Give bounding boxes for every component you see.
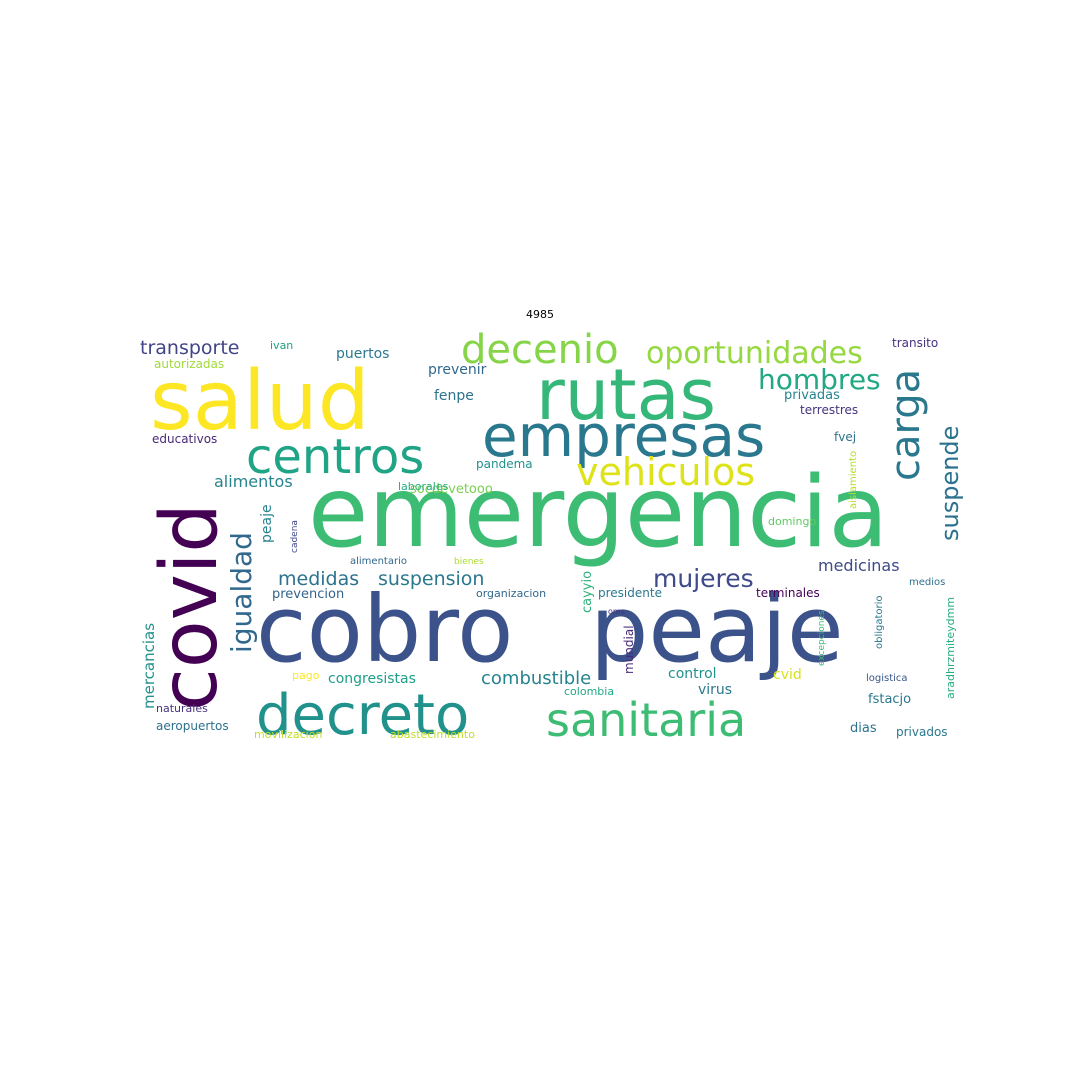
word-suspende: suspende <box>936 426 964 541</box>
word-transporte: transporte <box>140 337 239 359</box>
word-presidente: presidente <box>598 586 662 600</box>
word-cobro: cobro <box>256 576 513 683</box>
word-cvid: cvid <box>773 667 802 683</box>
word-excepciones: excepciones <box>817 610 827 666</box>
word-bienes: bienes <box>454 557 484 567</box>
word-peaje: peaje <box>259 504 275 543</box>
word-dias: dias <box>850 721 877 736</box>
word-virus: virus <box>698 682 732 698</box>
word-empresas: empresas <box>482 402 765 470</box>
word-decreto: decreto <box>256 683 469 748</box>
word-suspension: suspension <box>378 568 484 590</box>
word-privadas: privadas <box>784 388 840 403</box>
word-vehiculos: vehiculos <box>576 450 755 494</box>
word-pandema: pandema <box>476 457 533 471</box>
word-educativos: educativos <box>152 432 217 446</box>
word-medicinas: medicinas <box>818 556 900 575</box>
word-socdevetooo: socdevetooo <box>410 482 493 497</box>
word-rutas: rutas <box>536 354 716 436</box>
word-laborales: laborales <box>398 480 449 493</box>
word-oms: oms <box>608 607 625 616</box>
word-transito: transito <box>892 336 938 350</box>
word-aeropuertos: aeropuertos <box>156 719 229 733</box>
word-autorizadas: autorizadas <box>154 357 224 371</box>
word-fstacjo: fstacjo <box>868 692 911 707</box>
word-obligatorio: obligatorio <box>874 595 885 649</box>
word-ivan: ivan <box>270 339 293 352</box>
word-carga: carga <box>883 369 929 481</box>
word-aradhrzmiteydmm: aradhrzmiteydmm <box>944 597 957 699</box>
word-prevenir: prevenir <box>428 362 487 378</box>
word-congresistas: congresistas <box>328 671 416 687</box>
word-puertos: puertos <box>336 346 389 362</box>
word-movilizacion: movilizacion <box>254 728 322 741</box>
figure-title: 4985 <box>526 308 554 321</box>
word-mundial: mundial <box>622 625 636 674</box>
word-terminales: terminales <box>756 586 820 600</box>
word-fvej: fvej <box>834 430 856 444</box>
word-mujeres: mujeres <box>653 564 754 593</box>
word-domingo: domingo <box>768 515 816 528</box>
word-pago: pago <box>292 669 320 682</box>
word-hombres: hombres <box>758 363 881 396</box>
word-cadena: cadena <box>290 520 300 553</box>
word-prevencion: prevencion <box>272 587 344 602</box>
word-covid: covid <box>145 503 235 711</box>
word-alimentario: alimentario <box>350 556 407 567</box>
word-sanitaria: sanitaria <box>546 693 746 747</box>
word-salud: salud <box>150 354 370 449</box>
word-cayyio: cayyio <box>580 571 595 613</box>
word-peaje: peaje <box>590 576 844 683</box>
word-combustible: combustible <box>481 668 591 689</box>
word-cloud: emergencia cobro peaje covid salud rutas empre… <box>136 331 976 751</box>
word-alimentos: alimentos <box>214 472 293 491</box>
word-mercancias: mercancias <box>140 623 158 709</box>
word-medidas: medidas <box>278 568 359 590</box>
word-terrestres: terrestres <box>800 403 858 417</box>
word-medios: medios <box>909 577 945 588</box>
word-emergencia: emergencia <box>308 456 888 570</box>
word-colombia: colombia <box>564 685 614 698</box>
word-fenpe: fenpe <box>434 388 474 404</box>
word-organizacion: organizacion <box>476 587 546 600</box>
word-oportunidades: oportunidades <box>646 336 863 371</box>
word-naturales: naturales <box>156 702 208 715</box>
word-control: control <box>668 666 717 682</box>
word-abastecimiento: abastecimiento <box>390 728 475 741</box>
word-centros: centros <box>246 429 424 485</box>
word-logistica: logistica <box>866 673 908 684</box>
word-aislamiento: aislamiento <box>848 451 859 509</box>
word-privados: privados <box>896 725 948 739</box>
word-decenio: decenio <box>461 331 619 373</box>
word-igualdad: igualdad <box>225 532 258 653</box>
